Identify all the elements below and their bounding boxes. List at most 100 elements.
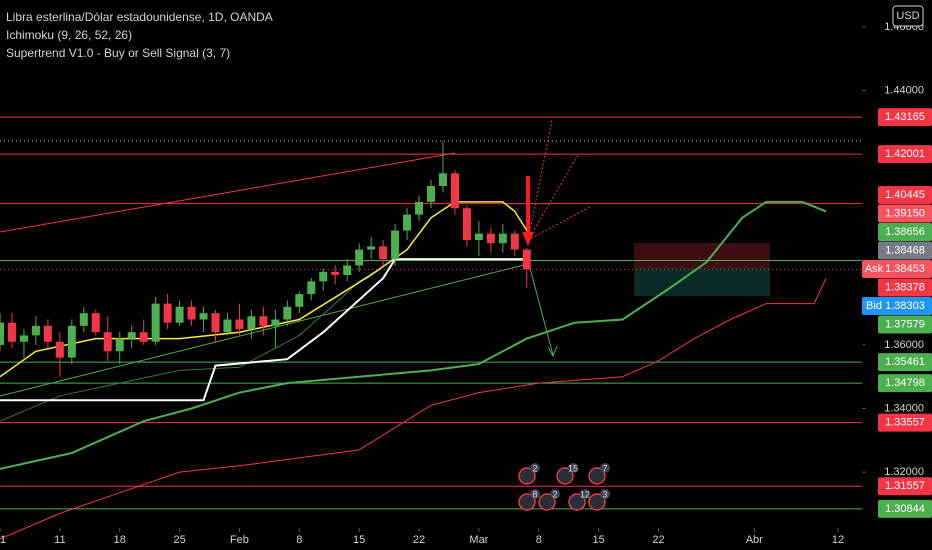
x-tick-label: 8 [536, 534, 542, 546]
x-tick-label: 22 [413, 534, 425, 546]
price-tag-label: 1.38468 [885, 244, 925, 256]
event-count: 7 [602, 463, 607, 473]
candle-body [55, 341, 64, 358]
x-tick-label: 22 [652, 534, 664, 546]
candle-body [259, 316, 268, 326]
candle-body [19, 335, 28, 342]
quote-tag [862, 260, 886, 279]
event-icon [588, 493, 606, 511]
candle-body [450, 173, 459, 209]
candle-body [427, 185, 435, 202]
event-icon [518, 467, 536, 485]
price-tag [878, 260, 932, 279]
price-tag-label: 1.40445 [885, 189, 925, 201]
event-icon [556, 467, 574, 485]
price-tag-label: 1.30844 [885, 503, 925, 515]
candle-body [0, 322, 4, 345]
position-target [634, 268, 770, 296]
event-badge [568, 463, 578, 473]
x-tick-label: 8 [296, 534, 302, 546]
price-tag-label: 1.33557 [885, 417, 925, 429]
candle-body [355, 249, 364, 266]
price-tag [878, 241, 932, 260]
price-tag-label: 1.38453 [885, 263, 925, 275]
event-count: 2 [532, 463, 537, 473]
event-count: 15 [568, 463, 578, 473]
candle-body [343, 265, 352, 275]
candle-body [103, 332, 112, 352]
plot-area [0, 119, 862, 397]
price-tag-label: 1.39150 [885, 207, 925, 219]
quote-tag-label: Bid [866, 300, 882, 312]
indicator-label: Supertrend V1.0 - Buy or Sell Signal (3,… [6, 46, 230, 60]
candle-body [522, 249, 531, 270]
candle-body [367, 246, 376, 250]
x-tick-label: Abr [746, 534, 763, 546]
x-tick-label: Mar [469, 534, 488, 546]
x-tick-label: 25 [173, 534, 185, 546]
candle-body [379, 246, 388, 260]
indicator-label: Ichimoku (9, 26, 52, 26) [6, 28, 132, 42]
candle-body [462, 208, 471, 241]
symbol-title: Libra esterlina/Dólar estadounidense, 1D… [6, 10, 273, 24]
candle-body [498, 233, 507, 244]
candle-body [67, 325, 76, 358]
candle-body [403, 214, 412, 231]
candle-body [175, 306, 184, 323]
event-count: 2 [552, 489, 557, 499]
quote-tag-label: Ask [865, 263, 884, 275]
price-tag [878, 108, 932, 127]
candle-body [223, 319, 232, 333]
price-tag [878, 145, 932, 164]
candle-body [271, 319, 280, 326]
event-count: 12 [580, 489, 590, 499]
candle-body [319, 271, 328, 282]
candle-body [31, 325, 40, 336]
candle-body [474, 233, 483, 241]
price-tag [878, 278, 932, 297]
event-badge [580, 489, 590, 499]
candle-body [151, 303, 160, 342]
candle-body [43, 325, 52, 342]
price-tag-label: 1.37579 [885, 318, 925, 330]
x-tick-label: Feb [230, 534, 249, 546]
event-count: 8 [532, 489, 537, 499]
x-tick-label: 15 [592, 534, 604, 546]
price-tag [878, 223, 932, 242]
x-tick-label: 21 [0, 534, 6, 546]
event-badge [530, 489, 540, 499]
candle-body [199, 313, 208, 320]
event-icon [588, 467, 606, 485]
price-tag [878, 413, 932, 432]
candle-body [295, 294, 304, 307]
candle-body [163, 303, 172, 323]
x-tick-label: 15 [353, 534, 365, 546]
candle-body [79, 313, 88, 326]
candle-body [187, 306, 196, 320]
y-tick-label: 1.32000 [884, 466, 924, 478]
price-tag-label: 1.31557 [885, 480, 925, 492]
candle-body [127, 332, 136, 339]
projection-arrow [529, 267, 554, 356]
candle-body [7, 322, 16, 342]
candle-body [211, 313, 220, 333]
price-tag [878, 477, 932, 496]
candle-body [235, 319, 244, 330]
y-tick-label: 1.34000 [884, 402, 924, 414]
event-badge [550, 489, 560, 499]
price-tag-label: 1.38378 [885, 281, 925, 293]
candle-body [391, 230, 400, 260]
x-tick-label: 11 [54, 534, 65, 546]
x-tick-label: 18 [114, 534, 126, 546]
price-tag [878, 353, 932, 372]
event-icon [568, 493, 586, 511]
currency-button[interactable] [892, 5, 924, 27]
currency-label[interactable]: USD [896, 10, 919, 22]
candle-body [91, 313, 100, 333]
candle-body [139, 332, 148, 342]
indicator-line [0, 258, 527, 402]
signal-arrow-head [522, 232, 534, 246]
indicator-line [0, 200, 827, 470]
price-tag-label: 1.42001 [885, 148, 925, 160]
projection-arrows [527, 119, 591, 241]
